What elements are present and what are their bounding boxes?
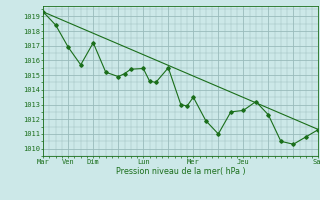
X-axis label: Pression niveau de la mer( hPa ): Pression niveau de la mer( hPa ) [116,167,246,176]
